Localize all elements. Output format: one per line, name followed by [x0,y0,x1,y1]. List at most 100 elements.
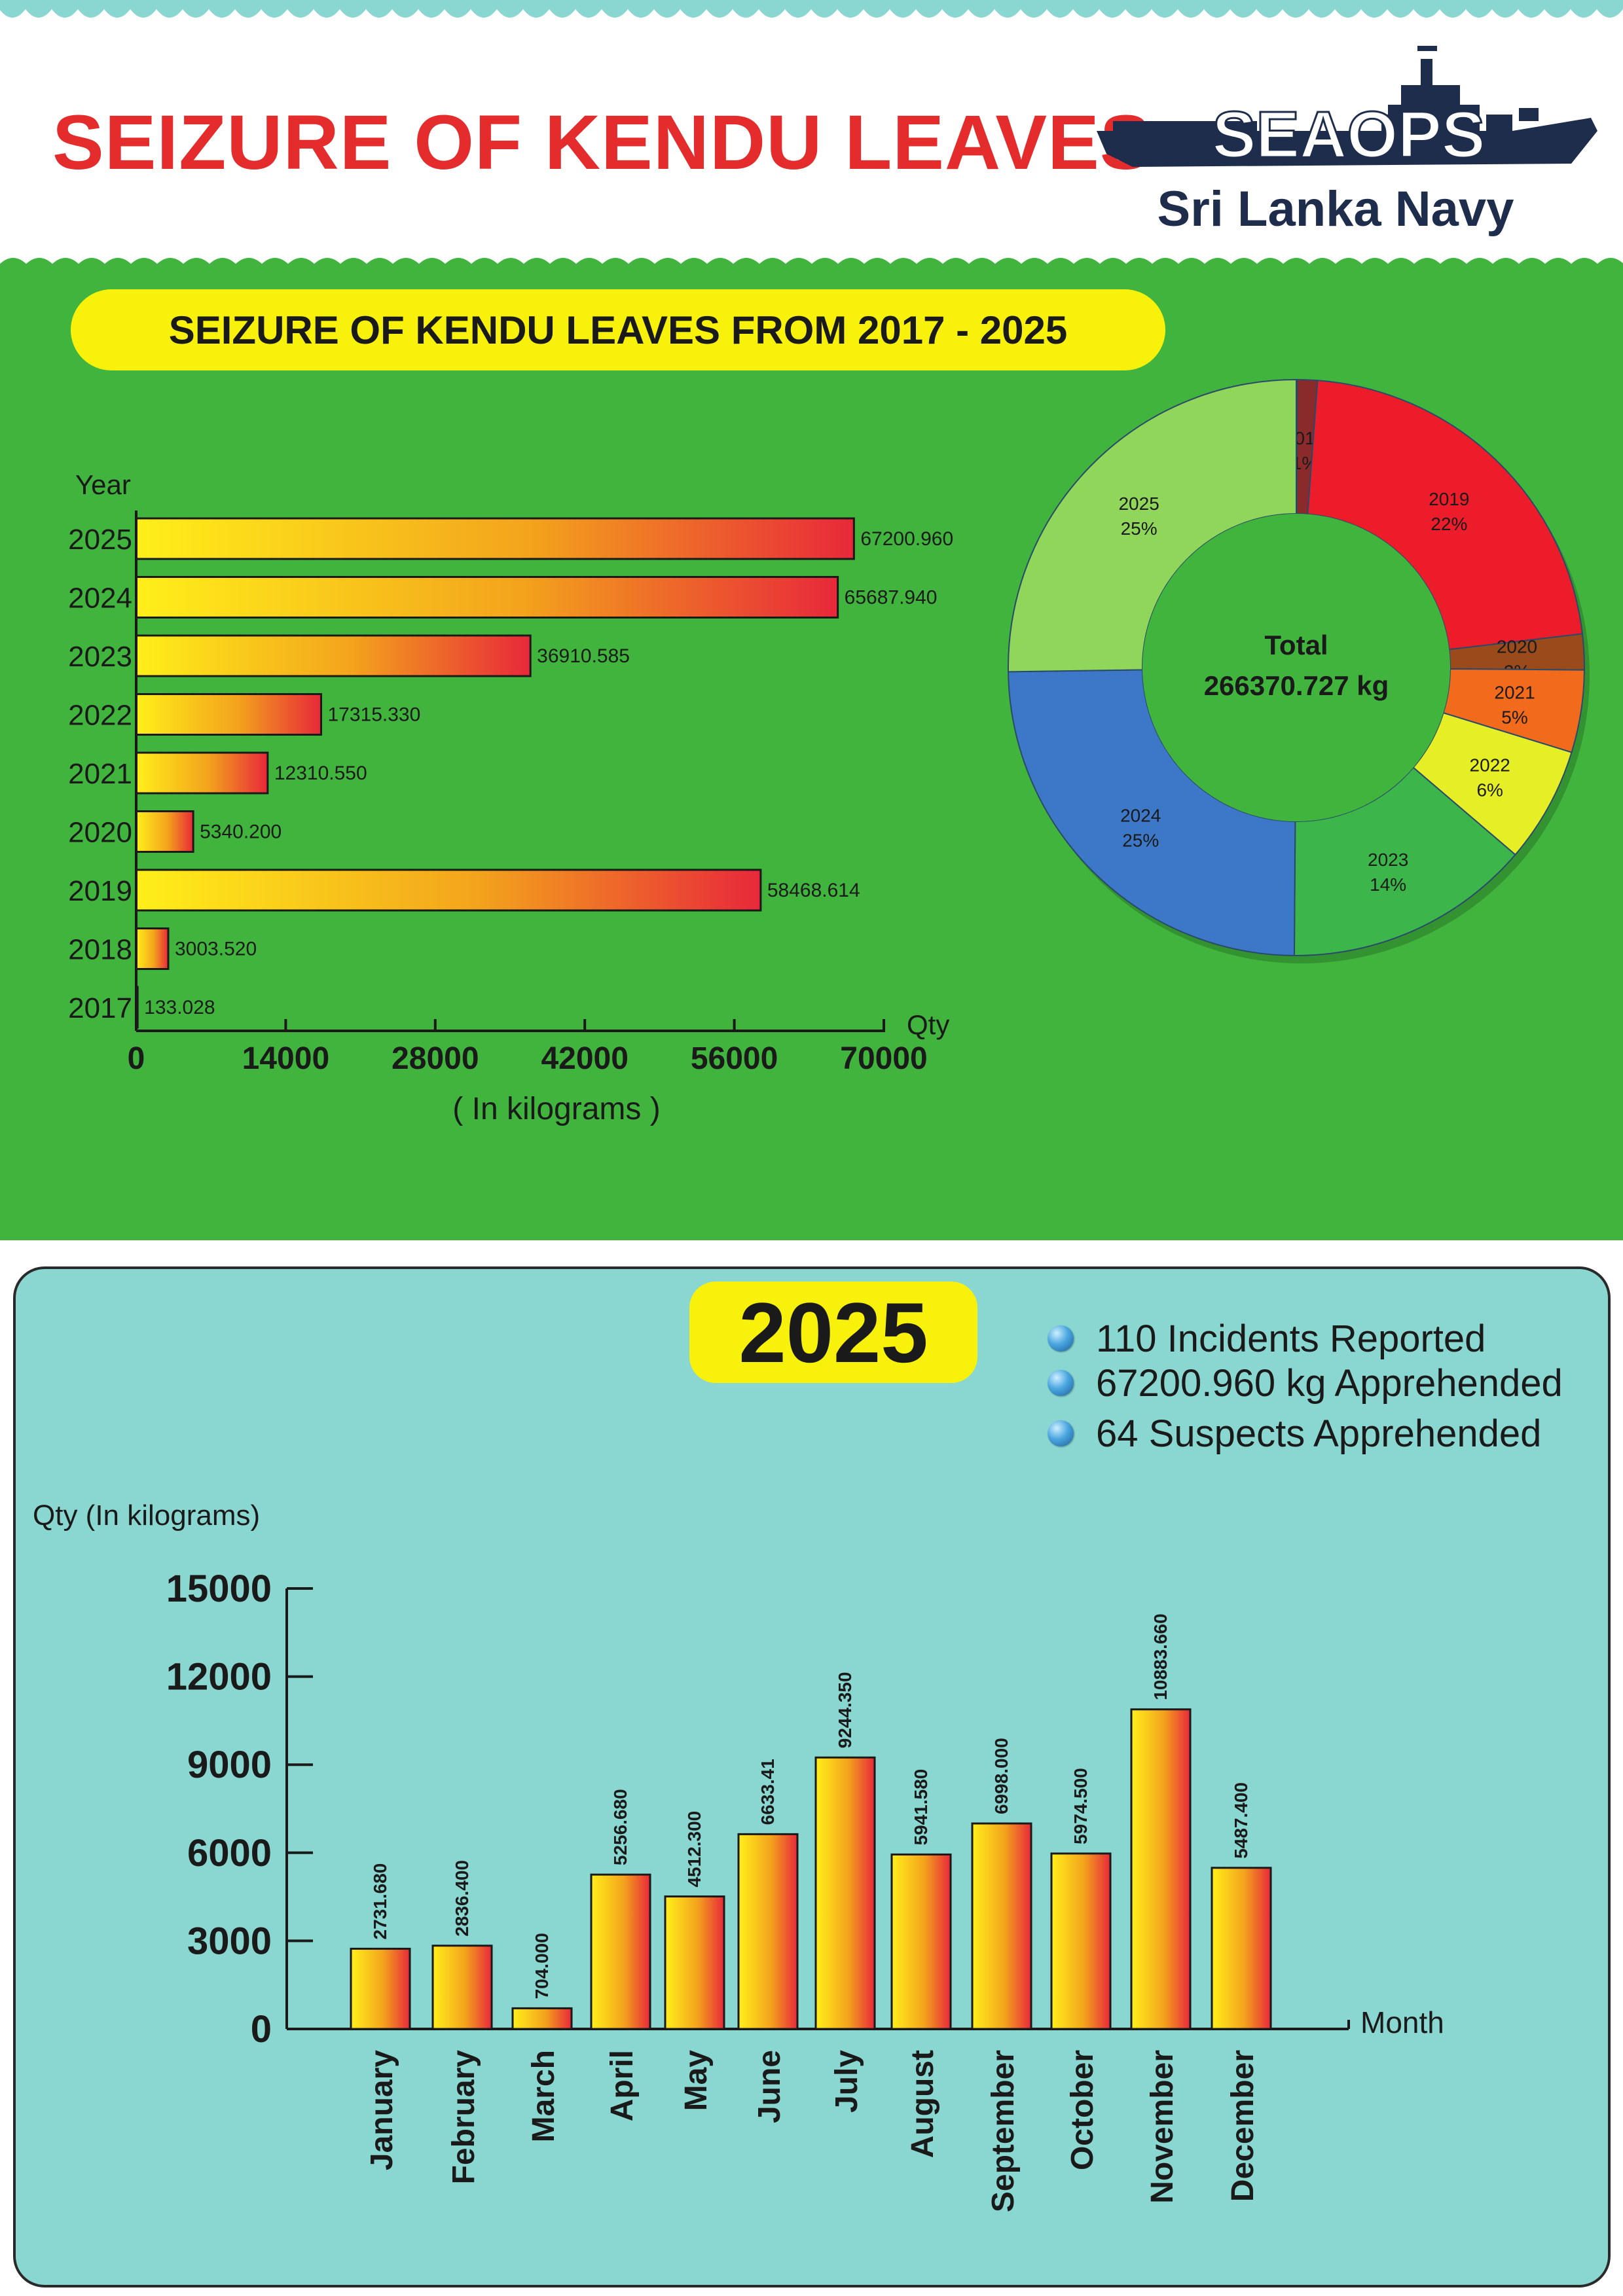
bar-value-label: 6998.000 [991,1738,1012,1814]
year-bar [135,634,532,677]
x-tick-label: 28000 [392,1041,479,1076]
slice-label: 2025 [1118,493,1159,514]
bar-value-label: 5487.400 [1231,1782,1251,1859]
slice-label: 2022 [1470,755,1510,776]
month-bar [511,2007,573,2030]
y-tick-label: 12000 [166,1656,272,1698]
x-tick-label: 70000 [840,1041,927,1076]
bar-value-label: 5256.680 [610,1789,630,1865]
bar-value-label: 133.028 [144,997,215,1018]
bar-value-label: 5941.580 [911,1769,931,1846]
bar-value-label: 4512.300 [684,1811,704,1888]
seaops-logo: SEAOPS Sri Lanka Navy [1097,46,1597,237]
slice-label: 2019 [1429,489,1469,509]
monthly-bar-chart: Qty (In kilograms) 0 3000 6000 9000 12000 1500… [33,1499,1444,2212]
month-tick-label: July [830,2050,864,2113]
x-tick-label: 14000 [242,1041,329,1076]
year-tick-label: 2023 [68,641,132,673]
slice-percent-label: 25% [1121,518,1158,539]
year-badge: 2025 [689,1282,977,1383]
section-title: SEIZURE OF KENDU LEAVES FROM 2017 - 2025 [168,308,1068,352]
slice-percent-label: 25% [1122,831,1159,851]
year-bar [135,751,269,795]
year-bar [135,576,839,619]
year-tick-label: 2021 [68,758,132,790]
y-tick-label: 0 [251,2008,272,2051]
month-bar [431,1945,493,2030]
month-tick-label: September [986,2050,1021,2212]
donut-center-value: 266370.727 kg [1204,670,1389,701]
year-bar [135,927,170,970]
bar-value-label: 10883.660 [1150,1613,1171,1700]
year-tick-label: 2025 [68,524,132,556]
month-bar [1130,1708,1192,2030]
month-bar [1050,1852,1112,2030]
bar-value-label: 2731.680 [370,1863,390,1940]
wave-shape [0,0,1623,18]
section-title-pill: SEIZURE OF KENDU LEAVES FROM 2017 - 2025 [71,289,1165,370]
x-axis-end-label: Qty [907,1009,949,1040]
stat-text: 67200.960 kg Apprehended [1096,1361,1563,1405]
month-tick-label: June [752,2050,787,2123]
bar-value-label: 58468.614 [767,880,860,901]
bullet-icon [1048,1370,1074,1396]
slice-label: 2023 [1368,850,1408,870]
month-bar [664,1895,725,2030]
slice-label: 2024 [1120,806,1161,826]
ship-icon [1097,46,1597,167]
year-bar [135,810,194,853]
month-tick-label: May [679,2050,714,2111]
y-tick-label: 3000 [187,1920,272,1962]
x-tick-label: 0 [128,1041,145,1076]
y-axis-label: Qty (In kilograms) [33,1499,260,1532]
stat-suspects: 64 Suspects Apprehended [1048,1410,1541,1456]
slice-percent-label: 6% [1476,780,1503,800]
stat-incidents: 110 Incidents Reported [1048,1316,1486,1361]
year-tick-label: 2018 [68,934,132,966]
monthly-panel [13,1266,1611,2287]
bar-value-label: 5340.200 [200,821,282,843]
bar-value-label: 67200.960 [860,528,953,550]
month-tick-label: August [905,2050,940,2158]
year-label: 2025 [739,1284,928,1380]
year-bar [135,869,762,912]
x-axis-label: Month [1360,2005,1444,2039]
logo-subtitle: Sri Lanka Navy [1158,181,1514,237]
stat-text: 110 Incidents Reported [1096,1317,1486,1360]
page-title: SEIZURE OF KENDU LEAVES [52,99,1152,186]
month-bar [350,1947,411,2030]
month-tick-label: April [605,2050,640,2121]
logo-text: SEAOPS [1213,98,1486,171]
month-tick-label: March [526,2050,561,2142]
y-axis-label: Year [75,469,131,500]
bullet-icon [1048,1420,1074,1446]
donut-center-label: Total [1264,630,1328,660]
stat-text: 64 Suspects Apprehended [1096,1412,1542,1455]
month-bar [737,1833,799,2030]
bar-value-label: 17315.330 [327,704,420,726]
year-bar [135,693,322,736]
slice-label: 2021 [1494,683,1535,703]
year-tick-label: 2017 [68,992,132,1024]
bullet-icon [1048,1325,1074,1352]
stat-quantity: 67200.960 kg Apprehended [1048,1360,1563,1406]
year-tick-label: 2020 [68,817,132,849]
donut-hole [1142,514,1450,821]
month-tick-label: February [447,2050,481,2185]
y-tick-label: 15000 [166,1568,272,1610]
yearly-bar-chart: Year 2025 67200.960 2024 65687.940 2023 36910.… [68,469,953,1126]
bar-value-label: 65687.940 [845,587,938,609]
year-bar [135,517,855,560]
top-wave-border [0,0,1623,18]
month-bar [971,1822,1032,2030]
month-tick-label: January [365,2050,399,2170]
y-tick-label: 6000 [187,1832,272,1874]
year-tick-label: 2019 [68,875,132,907]
month-tick-label: October [1065,2050,1100,2170]
month-bar [1211,1867,1272,2030]
month-bar [814,1756,876,2030]
year-tick-label: 2022 [68,700,132,732]
x-tick-label: 42000 [541,1041,628,1076]
bar-value-label: 3003.520 [175,939,257,960]
slice-percent-label: 22% [1431,514,1467,534]
